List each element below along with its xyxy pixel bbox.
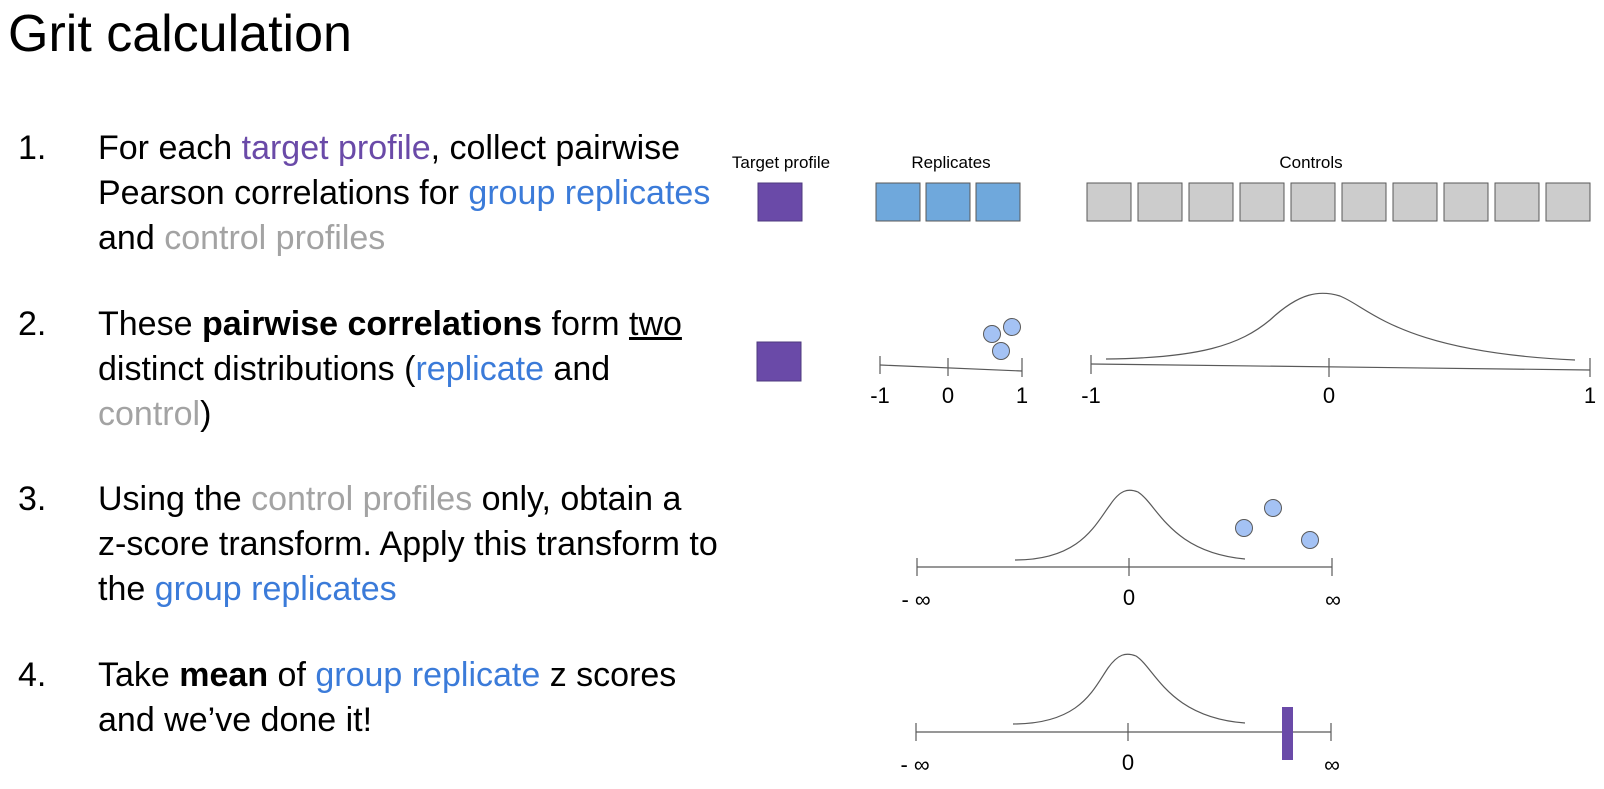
step-text-run: control profiles bbox=[164, 219, 386, 257]
step-number: 3. bbox=[18, 480, 47, 518]
replicate-dot bbox=[983, 325, 1001, 343]
label-target-profile: Target profile bbox=[732, 153, 830, 172]
control-squares bbox=[1086, 182, 1591, 222]
tick-label: -1 bbox=[1081, 383, 1101, 408]
step-text-run: target profile bbox=[241, 129, 431, 167]
replicate-z-dot bbox=[1264, 499, 1282, 517]
tick-label: - ∞ bbox=[901, 587, 930, 612]
target-profile-square bbox=[757, 182, 803, 222]
step-text-run: group replicate bbox=[315, 656, 541, 694]
mean-axis: - ∞ 0 ∞ bbox=[900, 723, 1340, 777]
step-text-run: only, obtain a z-score transform. Apply … bbox=[98, 480, 718, 608]
grit-mean-marker bbox=[1282, 707, 1293, 760]
step-text-run: For each bbox=[98, 129, 242, 167]
z-distribution-curve bbox=[1014, 489, 1246, 561]
step-text-run: and bbox=[98, 219, 165, 257]
tick-label: 0 bbox=[1123, 585, 1135, 610]
replicate-z-dot bbox=[1301, 531, 1319, 549]
step-number: 2. bbox=[18, 305, 47, 343]
control-square bbox=[1392, 182, 1438, 222]
label-replicates: Replicates bbox=[911, 153, 990, 172]
tick-label: - ∞ bbox=[900, 752, 929, 777]
replicate-square bbox=[875, 182, 921, 222]
tick-label: 0 bbox=[1323, 383, 1335, 408]
control-distribution-curve bbox=[1105, 292, 1576, 361]
z-distribution-curve bbox=[1012, 653, 1246, 725]
step-text-run: These bbox=[98, 305, 202, 343]
control-square bbox=[1341, 182, 1387, 222]
tick-label: ∞ bbox=[1325, 587, 1341, 612]
tick-label: 1 bbox=[1016, 383, 1028, 408]
control-correlation-axis: -1 0 1 bbox=[1081, 355, 1596, 408]
step-text-run: Using the bbox=[98, 480, 252, 518]
tick-label: 1 bbox=[1584, 383, 1596, 408]
step-text-run: z scores and we’ve done it! bbox=[98, 656, 677, 739]
step-text-run: pairwise correlations bbox=[201, 305, 543, 343]
step-text-run: , collect pairwise Pearson correlations … bbox=[98, 129, 681, 212]
step-text-run: of bbox=[268, 656, 316, 694]
control-square bbox=[1137, 182, 1183, 222]
step-text: Using the control profiles only, obtain … bbox=[98, 477, 718, 612]
label-controls: Controls bbox=[1279, 153, 1342, 172]
step-text-run: mean bbox=[179, 656, 269, 694]
step-text: Take mean of group replicate z scores an… bbox=[98, 653, 718, 743]
tick-label: 0 bbox=[1122, 750, 1134, 775]
control-square bbox=[1239, 182, 1285, 222]
step-text-run: control profiles bbox=[251, 480, 473, 518]
replicate-z-dot bbox=[1235, 519, 1253, 537]
step-text-run: group replicates bbox=[468, 174, 711, 212]
tick-label: -1 bbox=[870, 383, 890, 408]
target-profile-square bbox=[756, 341, 802, 382]
control-square bbox=[1545, 182, 1591, 222]
step-text-run: Take bbox=[98, 656, 180, 694]
step-text-run: form bbox=[542, 305, 629, 343]
replicate-squares bbox=[875, 182, 1021, 222]
step-text-run: two bbox=[629, 305, 682, 343]
tick-label: ∞ bbox=[1324, 752, 1340, 777]
step-text: For each target profile, collect pairwis… bbox=[98, 126, 718, 261]
control-square bbox=[1494, 182, 1540, 222]
step-text-run: control bbox=[98, 395, 201, 433]
step-text-run: replicate bbox=[415, 350, 544, 388]
step-text-run: ) bbox=[200, 395, 212, 433]
replicate-square bbox=[975, 182, 1021, 222]
step-text-run: distinct distributions ( bbox=[98, 350, 416, 388]
replicate-correlation-axis: -1 0 1 bbox=[870, 356, 1028, 408]
step-text-run: and bbox=[543, 350, 611, 388]
step-number: 4. bbox=[18, 656, 47, 694]
step-text-run: group replicates bbox=[154, 570, 397, 608]
control-square bbox=[1290, 182, 1336, 222]
page-title: Grit calculation bbox=[8, 5, 352, 63]
replicate-dot bbox=[1003, 318, 1021, 336]
step-text: These pairwise correlations form two dis… bbox=[98, 302, 718, 437]
replicate-dot bbox=[992, 342, 1010, 360]
control-square bbox=[1443, 182, 1489, 222]
control-square bbox=[1188, 182, 1234, 222]
z-score-axis: - ∞ 0 ∞ bbox=[901, 558, 1341, 612]
replicate-square bbox=[925, 182, 971, 222]
control-square bbox=[1086, 182, 1132, 222]
step-number: 1. bbox=[18, 129, 47, 167]
tick-label: 0 bbox=[942, 383, 954, 408]
